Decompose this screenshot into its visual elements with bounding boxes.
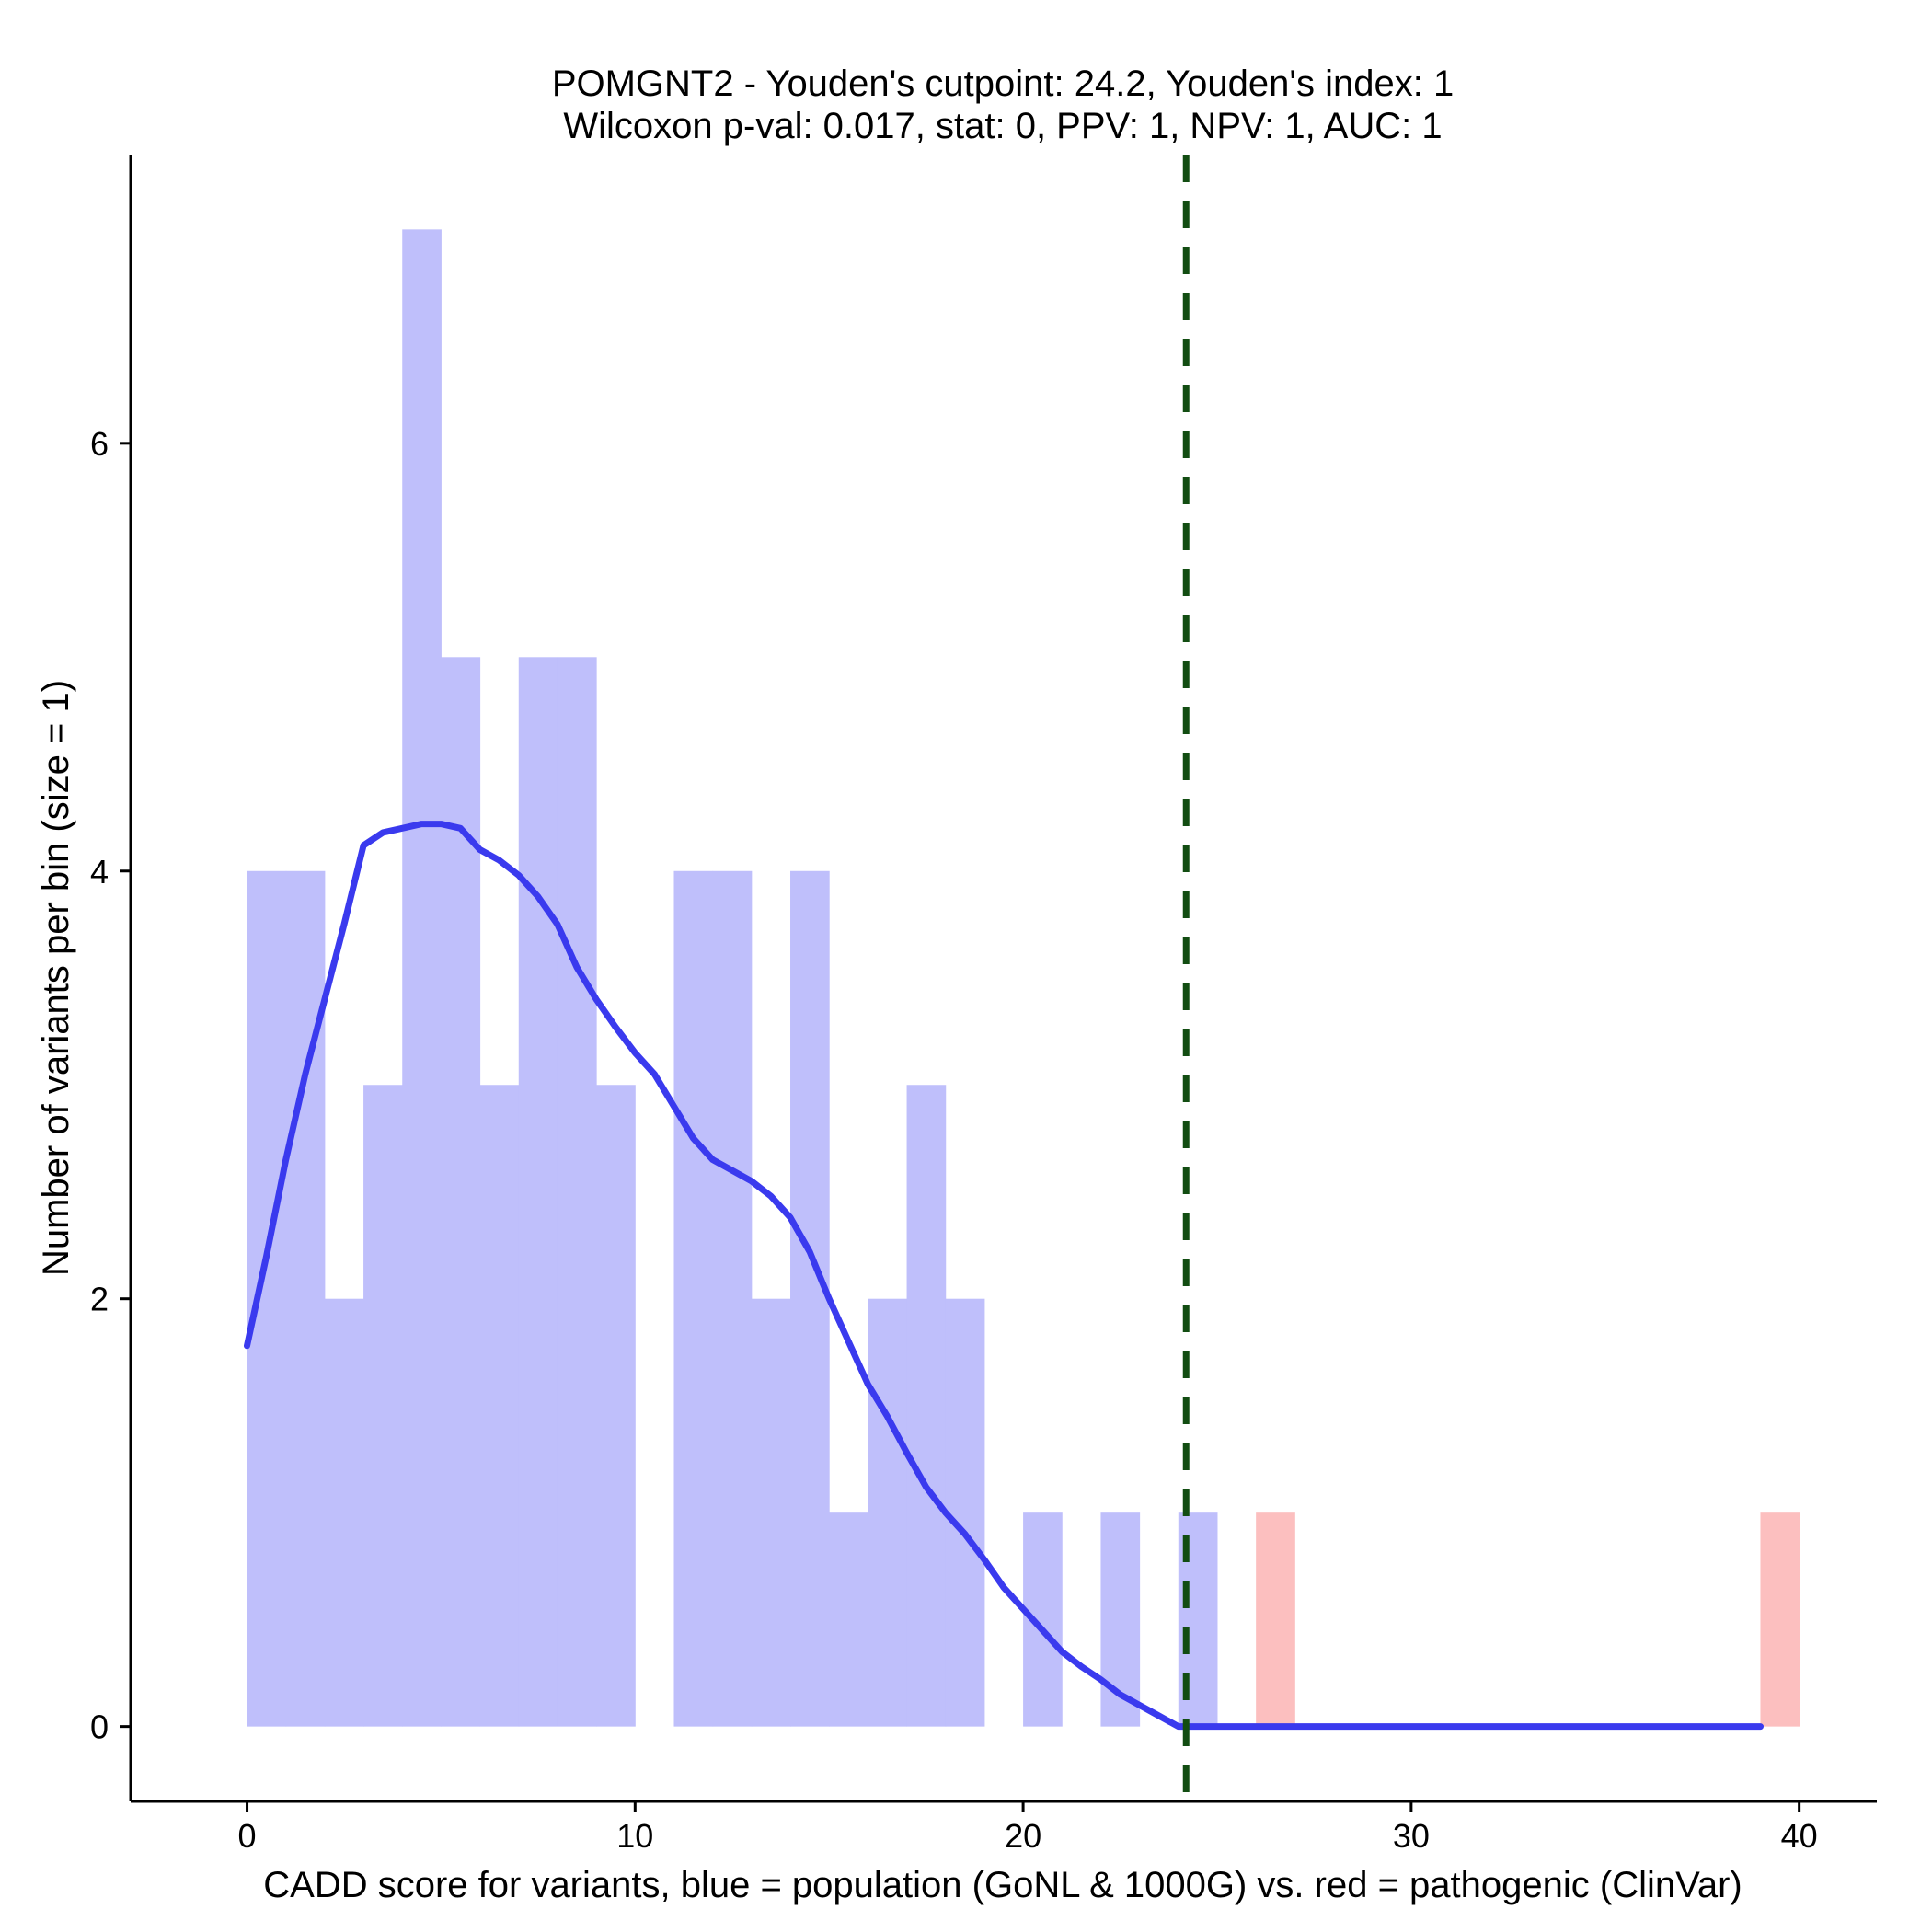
population-bar	[479, 1085, 520, 1727]
population-bar	[829, 1512, 868, 1727]
x-tick-label: 30	[1393, 1817, 1430, 1855]
population-bar	[402, 229, 442, 1727]
pathogenic-bar	[1256, 1512, 1295, 1727]
y-axis-label: Number of variants per bin (size = 1)	[36, 680, 76, 1276]
chart-title-line1: POMGNT2 - Youden's cutpoint: 24.2, Youde…	[552, 63, 1454, 104]
x-axis-ticks: 0 10 20 30 40	[238, 1801, 1818, 1855]
y-axis-ticks: 0 2 4 6	[90, 425, 131, 1746]
population-bar	[441, 657, 481, 1727]
population-bar	[868, 1298, 908, 1727]
population-bar	[247, 870, 287, 1727]
bars-layer	[247, 229, 1800, 1727]
population-bar	[596, 1085, 636, 1727]
population-bar	[673, 870, 714, 1727]
x-tick-label: 20	[1005, 1817, 1041, 1855]
population-bar	[790, 870, 830, 1727]
population-bar	[557, 657, 597, 1727]
x-tick-label: 40	[1781, 1817, 1818, 1855]
y-tick-label: 0	[90, 1708, 109, 1746]
population-bar	[712, 870, 753, 1727]
population-bar	[751, 1298, 791, 1727]
population-bar	[324, 1298, 364, 1727]
population-bar	[363, 1085, 403, 1727]
y-tick-label: 4	[90, 853, 109, 891]
chart-title-line2: Wilcoxon p-val: 0.017, stat: 0, PPV: 1, …	[563, 106, 1442, 146]
x-tick-label: 0	[238, 1817, 257, 1855]
population-bar	[945, 1298, 985, 1727]
density-curve	[244, 821, 1764, 1731]
x-tick-label: 10	[616, 1817, 653, 1855]
pathogenic-bar	[1760, 1512, 1800, 1727]
population-bar	[906, 1085, 947, 1727]
x-axis-label: CADD score for variants, blue = populati…	[263, 1865, 1742, 1905]
population-bar	[518, 657, 558, 1727]
y-tick-label: 2	[90, 1281, 109, 1318]
population-bar	[285, 870, 326, 1727]
y-tick-label: 6	[90, 425, 109, 463]
